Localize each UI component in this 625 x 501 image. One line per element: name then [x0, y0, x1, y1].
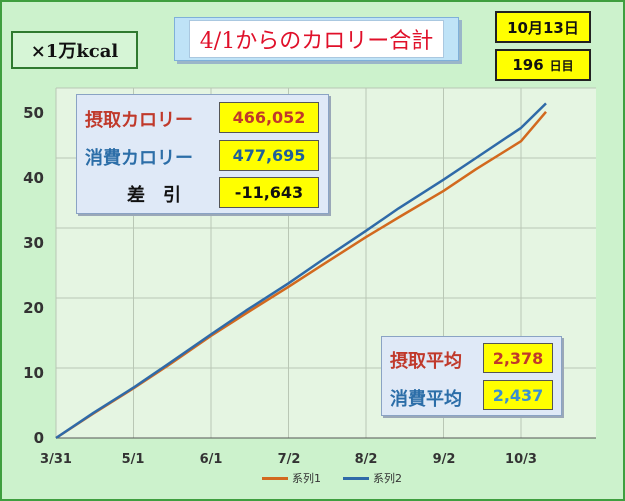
x-tick-label: 10/3 [505, 452, 537, 467]
y-tick-label: 50 [23, 104, 44, 122]
chart-title: 4/1からのカロリー合計 [188, 20, 445, 58]
x-tick-label: 5/1 [121, 452, 145, 467]
legend: 系列1 系列2 [262, 470, 402, 486]
averages-box: 摂取平均 2,378 消費平均 2,437 [381, 336, 562, 416]
x-tick-label: 6/1 [199, 452, 223, 467]
x-tick-label: 8/2 [354, 452, 378, 467]
intake-total-label: 摂取カロリー [85, 110, 193, 131]
unit-label: ×1万kcal [11, 31, 138, 69]
x-tick-label: 3/31 [40, 452, 72, 467]
x-tick-label: 9/2 [432, 452, 456, 467]
intake-average-label: 摂取平均 [390, 351, 462, 372]
intake-average-value: 2,378 [483, 343, 553, 373]
difference-value: -11,643 [219, 177, 319, 208]
x-tick-label: 7/2 [277, 452, 301, 467]
y-tick-label: 20 [23, 299, 44, 317]
burn-total-value: 477,695 [219, 140, 319, 171]
burn-total-label: 消費カロリー [85, 148, 193, 169]
legend-swatch-series2 [343, 476, 369, 480]
y-tick-label: 40 [23, 169, 44, 187]
date-badge: 10月13日 [495, 11, 591, 43]
series-line-2 [55, 102, 547, 440]
y-tick-label: 0 [33, 429, 44, 447]
legend-label-series2: 系列2 [373, 472, 402, 485]
legend-label-series1: 系列1 [292, 472, 321, 485]
y-tick-label: 10 [23, 364, 44, 382]
burn-average-value: 2,437 [483, 380, 553, 410]
y-tick-label: 30 [23, 234, 44, 252]
intake-total-value: 466,052 [219, 102, 319, 133]
difference-label: 差 引 [127, 185, 181, 206]
days-badge: 196 日目 [495, 49, 591, 81]
chart-title-box: 4/1からのカロリー合計 [174, 17, 459, 61]
burn-average-label: 消費平均 [390, 389, 462, 410]
days-value: 196 [512, 56, 544, 74]
totals-box: 摂取カロリー 466,052 消費カロリー 477,695 差 引 -11,64… [76, 94, 329, 214]
days-unit: 日目 [549, 58, 574, 73]
legend-swatch-series1 [262, 476, 288, 480]
